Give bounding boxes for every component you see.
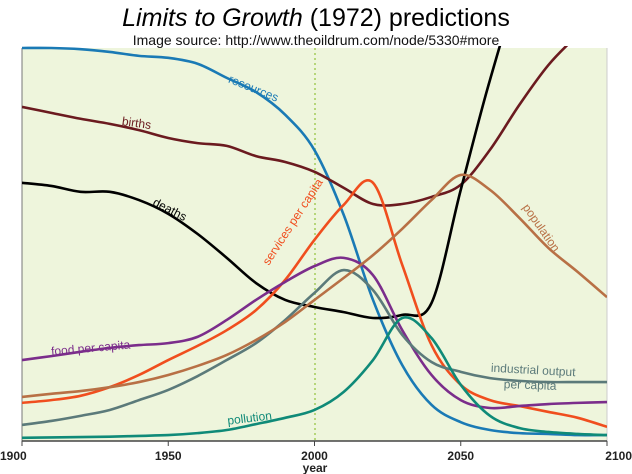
- series-industrial-output-per-capita: [22, 268, 607, 427]
- series-deaths: [22, 46, 502, 320]
- x-ticks: 1900 1950 2000 2050 2100: [0, 441, 632, 463]
- label-food-per-capita: food per capita: [50, 338, 131, 359]
- x-tick-label: 2050: [447, 449, 474, 463]
- series-layer: [22, 46, 607, 440]
- series-services-per-capita: [22, 179, 607, 429]
- series-food-per-capita: [22, 256, 607, 410]
- x-tick-label: 1900: [0, 449, 27, 463]
- x-tick-label: 2100: [605, 449, 632, 463]
- x-tick-label: 1950: [155, 449, 182, 463]
- x-tick-label: 2000: [301, 449, 328, 463]
- label-industrial-output: industrial output: [491, 361, 577, 379]
- series-births: [22, 46, 569, 207]
- label-per-capita: per capita: [504, 377, 557, 393]
- series-pollution: [22, 316, 607, 440]
- x-axis-label: year: [303, 461, 328, 474]
- chart-title: Limits to Growth (1972) predictions: [122, 4, 510, 32]
- label-pollution: pollution: [226, 408, 272, 427]
- chart-subtitle: Image source: http://www.theoildrum.com/…: [133, 32, 500, 48]
- label-births: births: [121, 114, 152, 132]
- series-resources: [22, 46, 607, 437]
- series-population: [22, 173, 607, 399]
